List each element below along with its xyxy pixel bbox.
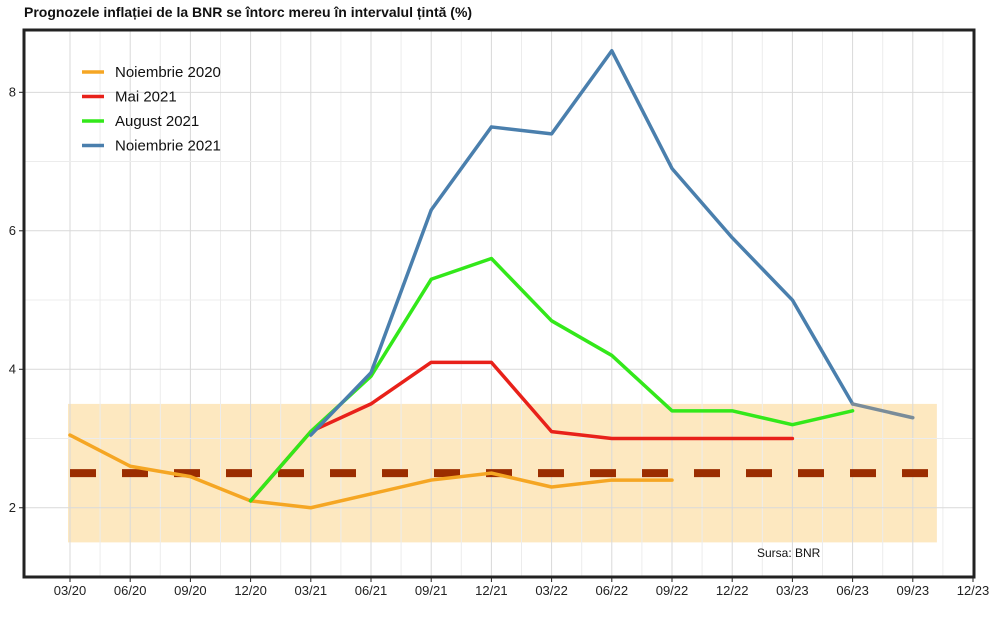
x-tick-label: 12/21: [475, 583, 508, 598]
source-label: Sursa: BNR: [757, 546, 821, 560]
x-tick-label: 09/21: [415, 583, 448, 598]
series-line: [309, 49, 855, 437]
y-tick-label: 8: [9, 84, 16, 99]
x-tick-label: 03/20: [54, 583, 87, 598]
chart-title: Prognozele inflației de la BNR se întorc…: [24, 4, 473, 20]
x-tick-label: 06/21: [355, 583, 388, 598]
y-tick-label: 2: [9, 500, 16, 515]
x-tick-label: 12/20: [234, 583, 267, 598]
legend-label: August 2021: [115, 113, 199, 130]
legend-label: Noiembrie 2020: [115, 64, 221, 81]
x-tick-label: 09/22: [656, 583, 689, 598]
x-tick-label: 03/23: [776, 583, 809, 598]
series-line: [248, 360, 795, 503]
x-tick-label: 12/23: [957, 583, 990, 598]
x-tick-label: 09/23: [897, 583, 930, 598]
series-line-tail: [850, 402, 915, 420]
legend-label: Mai 2021: [115, 89, 177, 106]
x-tick-label: 03/21: [295, 583, 328, 598]
x-tick-label: 12/22: [716, 583, 749, 598]
x-tick-label: 06/20: [114, 583, 147, 598]
y-tick-label: 6: [9, 223, 16, 238]
series-line: [68, 433, 674, 510]
y-tick-label: 4: [9, 361, 16, 376]
x-tick-label: 06/23: [836, 583, 869, 598]
x-tick-label: 09/20: [174, 583, 207, 598]
plot-frame: [22, 28, 976, 579]
x-tick-label: 03/22: [535, 583, 568, 598]
x-tick-label: 06/22: [596, 583, 629, 598]
legend-label: Noiembrie 2021: [115, 138, 221, 155]
